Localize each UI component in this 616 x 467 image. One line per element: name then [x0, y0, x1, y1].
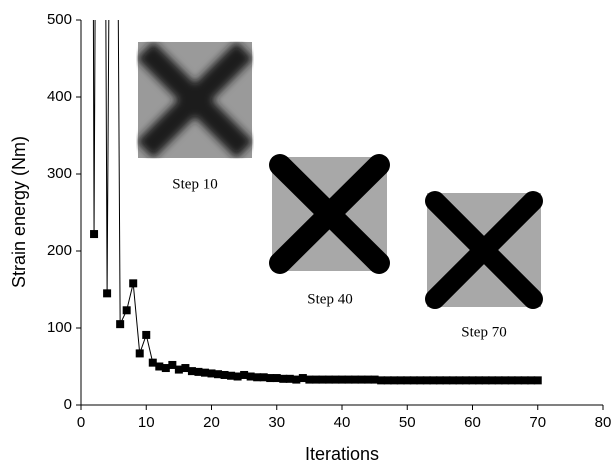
- marker: [403, 376, 412, 385]
- marker: [194, 367, 203, 376]
- x-tick-label: 30: [268, 414, 285, 431]
- x-axis-title: Iterations: [305, 444, 379, 464]
- plot-area: [90, 20, 542, 385]
- marker: [285, 374, 294, 383]
- x-tick-label: 60: [464, 414, 481, 431]
- marker: [103, 289, 112, 298]
- marker: [305, 375, 314, 384]
- marker: [174, 365, 183, 374]
- marker: [461, 376, 470, 385]
- y-axis-title: Strain energy (Nm): [9, 136, 29, 288]
- marker: [311, 375, 320, 384]
- marker: [181, 364, 190, 373]
- marker: [161, 364, 170, 373]
- marker: [220, 370, 229, 379]
- marker: [292, 375, 301, 384]
- marker: [324, 375, 333, 384]
- x-tick-label: 70: [529, 414, 546, 431]
- marker: [298, 374, 307, 383]
- marker: [533, 376, 542, 385]
- marker: [390, 376, 399, 385]
- y-tick-label: 0: [64, 396, 72, 413]
- inset-step-70: [425, 191, 543, 309]
- marker: [527, 376, 536, 385]
- marker: [116, 320, 125, 329]
- annotation: Step 70: [461, 324, 506, 340]
- marker: [501, 376, 510, 385]
- marker: [214, 370, 223, 379]
- marker: [507, 376, 516, 385]
- marker: [200, 368, 209, 377]
- marker: [90, 230, 99, 239]
- marker: [129, 279, 138, 288]
- x-tick-label: 20: [203, 414, 220, 431]
- y-tick-label: 500: [47, 11, 72, 28]
- annotation: Step 10: [172, 176, 217, 192]
- marker: [246, 372, 255, 381]
- marker: [142, 330, 151, 339]
- marker: [364, 375, 373, 384]
- marker: [233, 372, 242, 381]
- marker: [272, 374, 281, 383]
- inset-step-40: [269, 154, 390, 274]
- marker: [494, 376, 503, 385]
- marker: [448, 376, 457, 385]
- marker: [435, 376, 444, 385]
- marker: [351, 375, 360, 384]
- marker: [259, 373, 268, 382]
- y-tick-label: 200: [47, 242, 72, 259]
- inset-step-10: [138, 42, 252, 158]
- marker: [155, 362, 164, 371]
- marker: [279, 374, 288, 383]
- x-tick-label: 50: [399, 414, 416, 431]
- marker: [455, 376, 464, 385]
- marker: [377, 376, 386, 385]
- marker: [514, 376, 523, 385]
- x-tick-label: 80: [595, 414, 612, 431]
- marker: [468, 376, 477, 385]
- marker: [475, 376, 484, 385]
- marker: [331, 375, 340, 384]
- marker: [416, 376, 425, 385]
- marker: [122, 306, 131, 315]
- marker: [148, 358, 157, 367]
- y-tick-label: 400: [47, 88, 72, 105]
- x-tick-label: 10: [138, 414, 155, 431]
- marker: [520, 376, 529, 385]
- marker: [344, 375, 353, 384]
- annotation: Step 40: [307, 291, 352, 307]
- y-tick-label: 300: [47, 165, 72, 182]
- marker: [481, 376, 490, 385]
- marker: [409, 376, 418, 385]
- x-tick-label: 40: [334, 414, 351, 431]
- marker: [370, 375, 379, 384]
- marker: [383, 376, 392, 385]
- marker: [396, 376, 405, 385]
- marker: [318, 375, 327, 384]
- marker: [422, 376, 431, 385]
- marker: [266, 374, 275, 383]
- marker: [227, 371, 236, 380]
- marker: [187, 367, 196, 376]
- marker: [207, 369, 216, 378]
- marker: [135, 349, 144, 358]
- marker: [338, 375, 346, 384]
- marker: [357, 375, 366, 384]
- y-tick-label: 100: [47, 319, 72, 336]
- marker: [442, 376, 451, 385]
- x-tick-label: 0: [77, 414, 85, 431]
- marker: [429, 376, 438, 385]
- marker: [168, 360, 177, 369]
- marker: [253, 373, 262, 382]
- marker: [488, 376, 497, 385]
- marker: [240, 370, 249, 379]
